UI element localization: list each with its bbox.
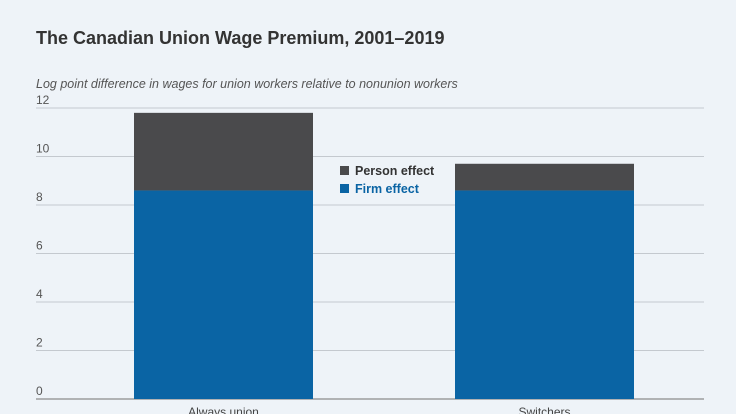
bars <box>134 112 634 399</box>
legend-swatch <box>340 184 349 193</box>
y-tick-label: 8 <box>36 190 43 204</box>
bar-segment-person-effect <box>455 163 634 191</box>
legend-label: Person effect <box>355 164 435 178</box>
legend-label: Firm effect <box>355 182 420 196</box>
x-category-label: Switchers <box>518 405 570 414</box>
y-tick-label: 2 <box>36 336 43 350</box>
y-tick-label: 6 <box>36 239 43 253</box>
category-labels: Always union Switchers <box>188 405 570 414</box>
bar-segment-person-effect <box>134 112 313 191</box>
y-tick-label: 0 <box>36 384 43 398</box>
bar-segment-firm-effect <box>134 190 313 399</box>
x-category-label: Always union <box>188 405 259 414</box>
y-tick-label: 4 <box>36 287 43 301</box>
chart-title: The Canadian Union Wage Premium, 2001–20… <box>36 28 445 48</box>
y-tick-label: 10 <box>36 142 50 156</box>
y-tick-label: 12 <box>36 93 50 107</box>
chart-subtitle: Log point difference in wages for union … <box>36 77 458 91</box>
legend-swatch <box>340 166 349 175</box>
legend: Person effect Firm effect <box>340 164 435 196</box>
bar-segment-firm-effect <box>455 190 634 399</box>
